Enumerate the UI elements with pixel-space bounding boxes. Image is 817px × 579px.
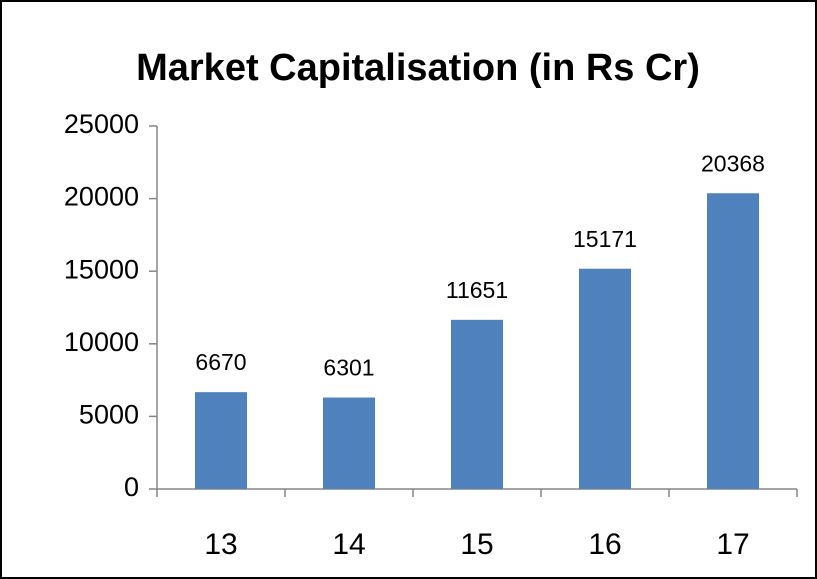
y-tick-label: 0	[124, 472, 139, 502]
x-tick-label: 13	[204, 528, 237, 561]
y-tick-label: 25000	[64, 109, 139, 139]
bar	[451, 319, 503, 489]
y-tick-label: 15000	[64, 254, 139, 284]
data-label: 20368	[701, 150, 765, 176]
bar	[323, 397, 375, 489]
y-tick-label: 10000	[64, 327, 139, 357]
x-tick-label: 16	[588, 528, 621, 561]
chart-title: Market Capitalisation (in Rs Cr)	[136, 47, 700, 89]
y-tick-label: 20000	[64, 182, 139, 212]
bar	[195, 392, 247, 489]
x-tick-label: 17	[716, 528, 749, 561]
x-tick-label: 15	[460, 528, 493, 561]
bar	[579, 268, 631, 489]
data-label: 6670	[195, 349, 246, 375]
data-label: 15171	[573, 226, 637, 252]
data-label: 6301	[323, 355, 374, 381]
bar	[707, 193, 759, 489]
x-tick-label: 14	[332, 528, 365, 561]
y-tick-label: 5000	[79, 400, 139, 430]
data-label: 11651	[446, 277, 508, 303]
